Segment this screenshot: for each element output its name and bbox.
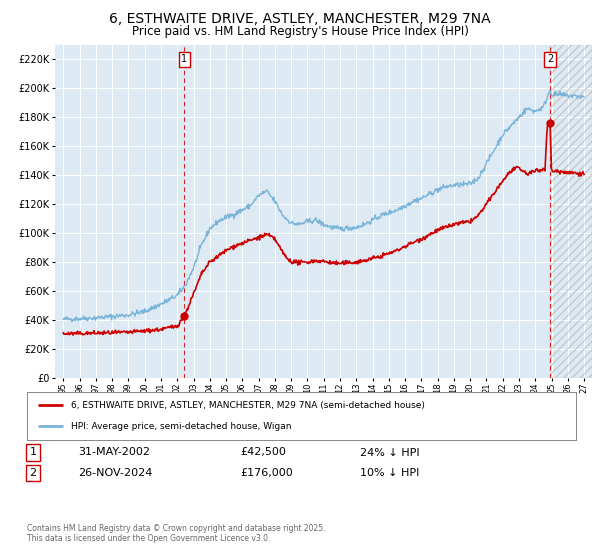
Text: 1: 1 — [29, 447, 37, 458]
Text: 2: 2 — [547, 54, 553, 64]
Text: 6, ESTHWAITE DRIVE, ASTLEY, MANCHESTER, M29 7NA (semi-detached house): 6, ESTHWAITE DRIVE, ASTLEY, MANCHESTER, … — [71, 401, 425, 410]
Text: 2: 2 — [29, 468, 37, 478]
Text: Contains HM Land Registry data © Crown copyright and database right 2025.
This d: Contains HM Land Registry data © Crown c… — [27, 524, 325, 543]
Text: 10% ↓ HPI: 10% ↓ HPI — [360, 468, 419, 478]
Bar — [550, 45, 592, 378]
Text: 24% ↓ HPI: 24% ↓ HPI — [360, 447, 419, 458]
Text: 26-NOV-2024: 26-NOV-2024 — [78, 468, 152, 478]
Text: 6, ESTHWAITE DRIVE, ASTLEY, MANCHESTER, M29 7NA: 6, ESTHWAITE DRIVE, ASTLEY, MANCHESTER, … — [109, 12, 491, 26]
Text: 1: 1 — [181, 54, 187, 64]
Text: Price paid vs. HM Land Registry's House Price Index (HPI): Price paid vs. HM Land Registry's House … — [131, 25, 469, 38]
Text: £42,500: £42,500 — [240, 447, 286, 458]
Text: 31-MAY-2002: 31-MAY-2002 — [78, 447, 150, 458]
Text: £176,000: £176,000 — [240, 468, 293, 478]
Text: HPI: Average price, semi-detached house, Wigan: HPI: Average price, semi-detached house,… — [71, 422, 292, 431]
